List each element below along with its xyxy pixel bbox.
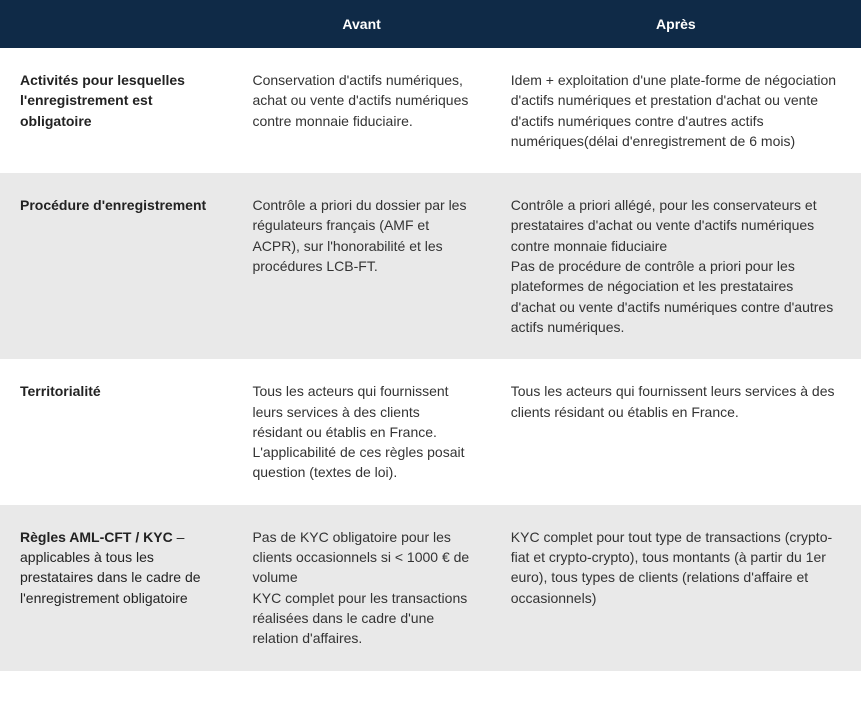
comparison-table: Avant Après Activités pour lesquelles l'… (0, 0, 861, 671)
table-header-row: Avant Après (0, 0, 861, 48)
row-label-strong: Règles AML-CFT / KYC (20, 529, 173, 545)
row-label: Activités pour lesquelles l'enregistreme… (0, 48, 232, 173)
row-label: Règles AML-CFT / KYC – applicables à tou… (0, 505, 232, 671)
table-row: Territorialité Tous les acteurs qui fourn… (0, 359, 861, 504)
row-label: Territorialité (0, 359, 232, 504)
row-label-strong: Territorialité (20, 383, 101, 399)
table-row: Procédure d'enregistrement Contrôle a pri… (0, 173, 861, 359)
table-body: Activités pour lesquelles l'enregistreme… (0, 48, 861, 671)
cell-apres: KYC complet pour tout type de transactio… (491, 505, 861, 671)
cell-avant: Pas de KYC obligatoire pour les clients … (232, 505, 490, 671)
table-row: Activités pour lesquelles l'enregistreme… (0, 48, 861, 173)
header-avant: Avant (232, 0, 490, 48)
cell-avant: Contrôle a priori du dossier par les rég… (232, 173, 490, 359)
header-empty (0, 0, 232, 48)
cell-apres: Tous les acteurs qui fournissent leurs s… (491, 359, 861, 504)
cell-avant: Tous les acteurs qui fournissent leurs s… (232, 359, 490, 504)
header-apres: Après (491, 0, 861, 48)
row-label-strong: Activités pour lesquelles l'enregistreme… (20, 72, 185, 129)
table-row: Règles AML-CFT / KYC – applicables à tou… (0, 505, 861, 671)
cell-apres: Idem + exploitation d'une plate-forme de… (491, 48, 861, 173)
cell-apres: Contrôle a priori allégé, pour les conse… (491, 173, 861, 359)
cell-avant: Conservation d'actifs numériques, achat … (232, 48, 490, 173)
row-label-strong: Procédure d'enregistrement (20, 197, 206, 213)
row-label: Procédure d'enregistrement (0, 173, 232, 359)
